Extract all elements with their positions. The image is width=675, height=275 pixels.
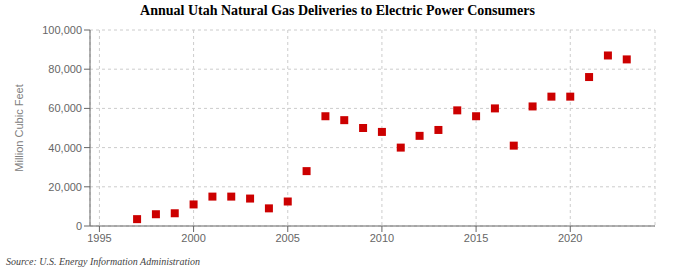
svg-text:40,000: 40,000 <box>48 142 82 154</box>
svg-text:100,000: 100,000 <box>42 24 82 36</box>
html-text:Annual Utah Natural Gas Delive: Annual Utah Natural Gas Deliveries to El… <box>140 3 535 18</box>
svg-text:0: 0 <box>76 220 82 232</box>
svg-text:20,000: 20,000 <box>48 181 82 193</box>
svg-text:2015: 2015 <box>464 232 488 244</box>
svg-text:2005: 2005 <box>276 232 300 244</box>
svg-text:60,000: 60,000 <box>48 102 82 114</box>
svg-text:80,000: 80,000 <box>48 63 82 75</box>
svg-text:Million Cubic Feet: Million Cubic Feet <box>13 84 25 171</box>
html-text:Source: U.S. Energy Informatio: Source: U.S. Energy Information Administ… <box>6 256 201 267</box>
svg-text:2000: 2000 <box>181 232 205 244</box>
svg-text:2020: 2020 <box>558 232 582 244</box>
svg-text:1995: 1995 <box>87 232 111 244</box>
svg-text:2010: 2010 <box>370 232 394 244</box>
